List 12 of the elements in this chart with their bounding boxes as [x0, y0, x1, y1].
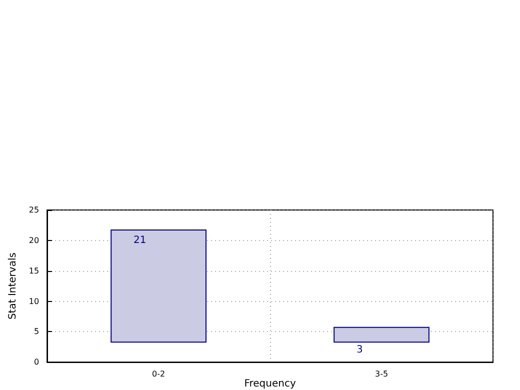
y-axis-title: Stat Intervals [8, 252, 18, 320]
y-tick-label: 25 [28, 206, 40, 214]
x-tick-label: 0-2 [152, 370, 166, 379]
x-tick-label: 3-5 [374, 370, 388, 379]
y-tick-label: 5 [34, 327, 40, 336]
x-axis-title: Frequency [244, 378, 296, 390]
annotation: 3 [356, 344, 363, 356]
y-tick-label: 15 [28, 266, 40, 276]
annotation: 21 [134, 234, 146, 246]
y-tick-label: 20 [28, 236, 40, 245]
y-tick-label: 0 [34, 358, 40, 367]
y-tick-label: 10 [28, 296, 40, 306]
